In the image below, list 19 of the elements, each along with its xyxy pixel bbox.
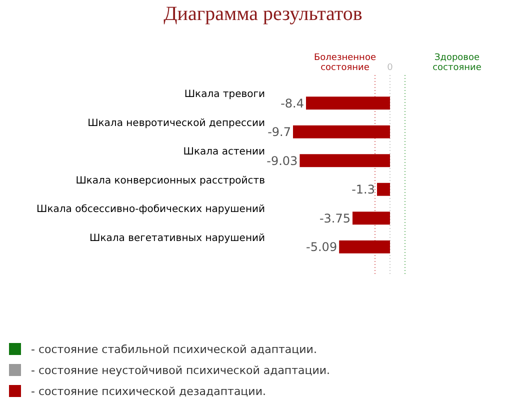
text: 0 [387,63,394,73]
data-label: -9.03 [266,154,298,168]
chart-title: Диаграмма результатов [164,3,362,25]
text: Здоровое состояние [432,53,482,73]
y-tick-label: Шкала конверсионных расстройств [76,175,266,186]
data-label: -3.75 [319,211,350,226]
text: Болезненное состояние [314,53,376,73]
data-label: -1.3 [352,182,375,197]
y-tick-label: Шкала невротической депрессии [88,118,265,129]
y-tick-label: Шкала астении [183,146,265,158]
legend-label: - состояние неустойчивой психической адаптации. [31,364,330,377]
legend-label: - состояние психической дезадаптации. [31,384,266,398]
legend-label: - состояние стабильной психической адаптации. [31,342,317,356]
data-label: -8.4 [280,96,304,110]
y-tick-label: Шкала обсессивно-фобических нарушений [36,204,265,216]
data-label: -5.09 [306,240,338,254]
y-tick-label: Шкала тревоги [184,89,265,100]
data-label: -9.7 [268,125,291,140]
y-tick-label: Шкала вегетативных нарушений [90,232,265,244]
